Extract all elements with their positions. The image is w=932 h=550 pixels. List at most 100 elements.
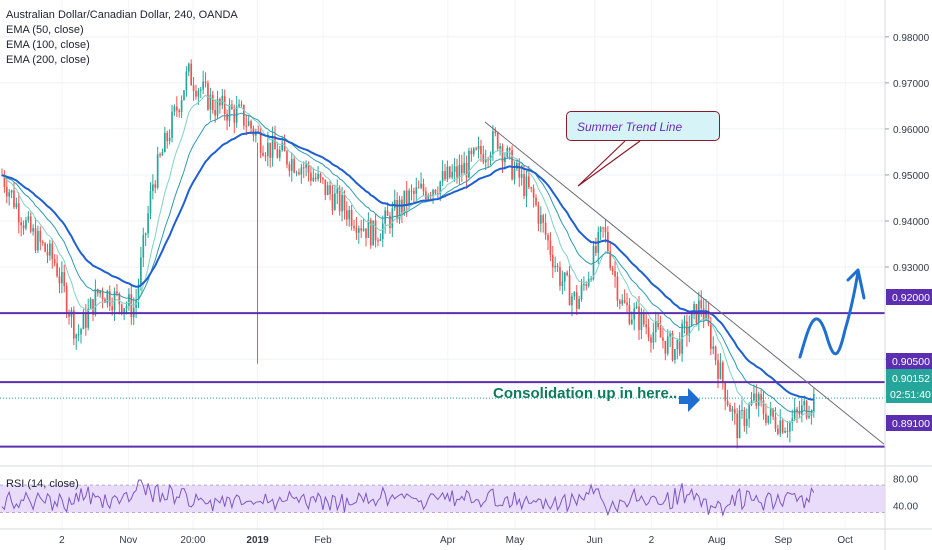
candle-body xyxy=(793,409,796,419)
candle-body xyxy=(525,176,528,197)
candle-body xyxy=(238,104,240,107)
projection-arrow[interactable] xyxy=(798,270,860,359)
candle-body xyxy=(185,71,188,91)
candle-body xyxy=(20,222,22,226)
candle-body xyxy=(39,230,42,242)
time-tick-label: Feb xyxy=(314,535,332,546)
summer-trend-line-callout[interactable]: Summer Trend Line xyxy=(566,111,720,141)
candle-body xyxy=(731,409,734,412)
candle-body xyxy=(654,321,657,333)
candle-body xyxy=(123,308,125,314)
candle-body xyxy=(630,319,633,324)
candle-body xyxy=(56,263,58,277)
candle-body xyxy=(247,121,250,126)
candle-body xyxy=(736,413,739,439)
candle-body xyxy=(568,274,571,306)
time-axis[interactable]: 2 Nov 20:00 2019 Feb Apr May Jun 2 Aug Sep Oct xyxy=(0,528,932,546)
candle-body xyxy=(623,300,626,303)
symbol-title[interactable]: Australian Dollar/Canadian Dollar, 240, … xyxy=(6,9,238,21)
candle-body xyxy=(434,189,437,194)
candle-body xyxy=(777,428,779,434)
candle-body xyxy=(68,314,70,317)
consolidation-arrow-icon xyxy=(679,388,700,412)
candle-body xyxy=(724,382,727,401)
rsi-tick-label: 80.00 xyxy=(893,474,918,485)
candle-body xyxy=(590,278,592,280)
candle-body xyxy=(120,304,123,314)
candle-body xyxy=(111,306,113,311)
candle-body xyxy=(460,164,463,174)
candle-body xyxy=(482,154,485,163)
candle-body xyxy=(657,321,659,328)
candle-body xyxy=(173,106,176,112)
candle-body xyxy=(475,148,477,150)
svg-text:0.90152: 0.90152 xyxy=(892,373,930,385)
candle-body xyxy=(628,305,631,324)
candle-body xyxy=(496,132,499,149)
candle-body xyxy=(743,409,746,426)
candle-body xyxy=(757,393,760,406)
candle-body xyxy=(343,194,346,211)
candle-body xyxy=(784,430,786,433)
candle-body xyxy=(700,300,703,309)
consolidation-label[interactable]: Consolidation up in here.. xyxy=(493,385,678,402)
candle-body xyxy=(197,90,200,97)
candle-body xyxy=(149,191,152,214)
ema100-label[interactable]: EMA (100, close) xyxy=(6,39,90,51)
candle-body xyxy=(458,164,461,178)
candle-body xyxy=(472,148,475,155)
horizontal-levels[interactable] xyxy=(0,312,885,448)
time-tick-label: Aug xyxy=(708,535,726,546)
candle-body xyxy=(384,210,386,224)
candle-body xyxy=(195,90,197,97)
ema200-label[interactable]: EMA (200, close) xyxy=(6,54,90,66)
candle-body xyxy=(168,137,171,142)
time-tick-label: Sep xyxy=(774,535,792,546)
candle-body xyxy=(527,176,530,188)
candle-body xyxy=(125,305,128,309)
candle-body xyxy=(34,228,37,251)
candle-body xyxy=(774,416,777,429)
time-tick-label: May xyxy=(506,535,525,546)
rsi-title[interactable]: RSI (14, close) xyxy=(6,478,79,490)
candle-body xyxy=(640,312,643,331)
price-tick-label: 0.93000 xyxy=(893,263,930,274)
candle-body xyxy=(621,300,624,304)
candle-body xyxy=(812,393,815,412)
candle-body xyxy=(49,243,51,256)
candle-body xyxy=(705,310,707,320)
candle-body xyxy=(365,228,367,238)
price-axis[interactable]: 0.98000 0.97000 0.96000 0.95000 0.94000 0.930… xyxy=(884,0,930,550)
price-tick-label: 0.94000 xyxy=(893,217,930,228)
candle-body xyxy=(396,199,398,220)
candle-body xyxy=(769,408,772,416)
candle-body xyxy=(288,164,291,171)
candle-body xyxy=(317,173,319,180)
time-tick-label: 2 xyxy=(649,535,655,546)
candle-body xyxy=(156,154,159,188)
candle-body xyxy=(262,152,264,156)
candle-body xyxy=(278,150,281,158)
candle-body xyxy=(300,167,303,175)
candle-body xyxy=(99,290,102,294)
consolidation-arrow-shape xyxy=(679,388,700,412)
candle-body xyxy=(530,187,533,189)
candle-body xyxy=(391,208,394,229)
candle-body xyxy=(77,334,80,336)
candle-body xyxy=(89,299,92,309)
candle-body xyxy=(554,266,557,268)
candle-body xyxy=(518,162,521,178)
candle-body xyxy=(87,308,90,328)
svg-text:02:51:40: 02:51:40 xyxy=(890,389,931,401)
candle-body xyxy=(733,409,736,414)
candle-body xyxy=(707,310,710,324)
ema50-label[interactable]: EMA (50, close) xyxy=(6,24,84,36)
summer-trend-line[interactable] xyxy=(484,121,885,445)
candle-body xyxy=(326,185,329,196)
candle-body xyxy=(104,299,106,304)
candle-body xyxy=(614,271,616,277)
candle-body xyxy=(413,191,415,194)
candle-body xyxy=(650,337,652,343)
time-tick-label: Oct xyxy=(837,535,853,546)
